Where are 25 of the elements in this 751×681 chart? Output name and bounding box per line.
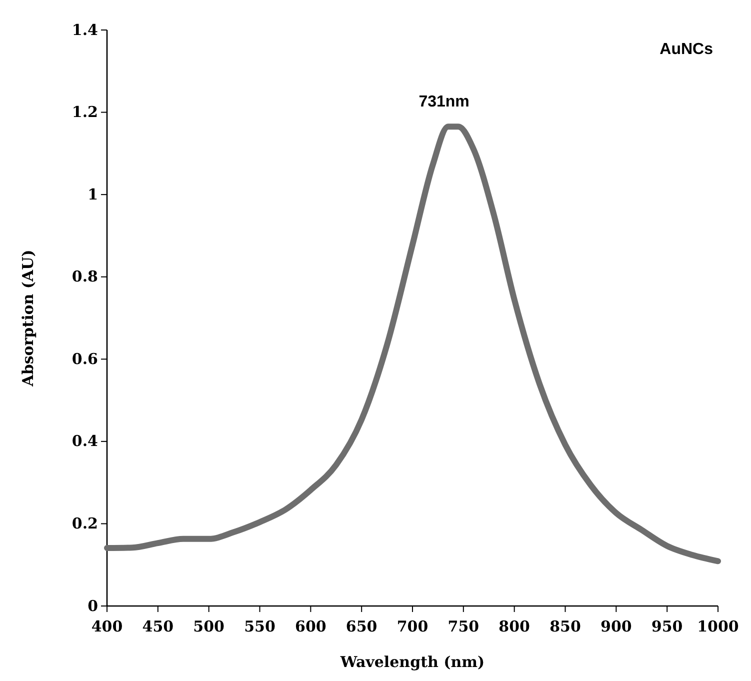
y-tick-label: 0.8 xyxy=(72,268,98,286)
x-tick-label: 700 xyxy=(396,618,428,636)
x-tick-label: 500 xyxy=(193,618,224,636)
y-tick-label: 0 xyxy=(88,596,98,615)
y-tick-label: 0.2 xyxy=(72,514,98,533)
x-tick-label: 600 xyxy=(295,618,326,636)
x-tick-label: 950 xyxy=(651,618,683,636)
x-tick-label: 850 xyxy=(550,618,581,636)
x-tick-label: 450 xyxy=(142,618,174,636)
y-tick-label: 1.2 xyxy=(72,103,98,122)
x-axis-title: Wavelength (nm) xyxy=(339,653,485,671)
annotation: AuNCs xyxy=(660,41,714,58)
x-tick-label: 1000 xyxy=(697,618,739,636)
y-tick-label: 1.4 xyxy=(72,20,98,39)
x-tick-label: 550 xyxy=(244,618,276,636)
y-axis-title: Absorption (AU) xyxy=(19,250,37,388)
y-tick-label: 0.4 xyxy=(72,432,98,450)
x-tick-label: 800 xyxy=(498,618,530,636)
x-tick-label: 650 xyxy=(346,618,378,636)
y-tick-label: 1 xyxy=(88,185,98,204)
annotation: 731nm xyxy=(418,94,470,111)
x-tick-label: 400 xyxy=(91,618,123,636)
x-tick-label: 750 xyxy=(448,618,480,636)
x-tick-label: 900 xyxy=(600,618,632,636)
y-tick-label: 0.6 xyxy=(72,350,98,368)
